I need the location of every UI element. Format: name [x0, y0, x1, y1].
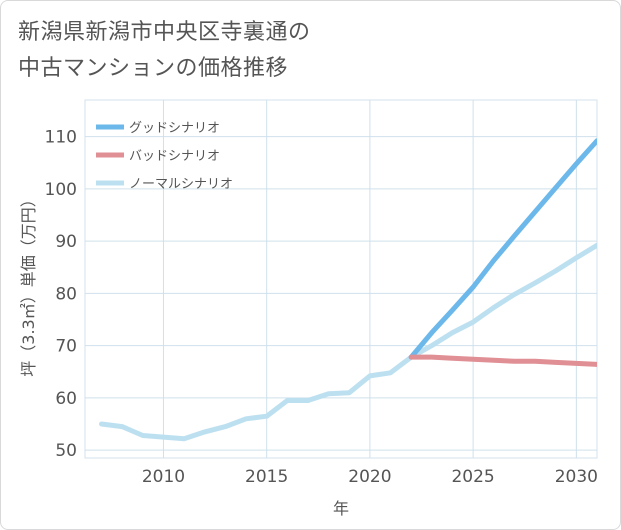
series-line-0 — [408, 138, 597, 360]
x-tick-label: 2015 — [245, 467, 288, 487]
x-tick-label: 2030 — [555, 467, 598, 487]
x-tick-label: 2010 — [142, 467, 185, 487]
chart-title: 新潟県新潟市中央区寺裏通の 中古マンションの価格推移 — [18, 15, 311, 87]
y-tick-label: 100 — [45, 180, 77, 200]
y-axis-label: 坪（3.3㎡）単価（万円） — [19, 191, 38, 376]
y-tick-label: 50 — [55, 441, 77, 461]
x-tick-label: 2020 — [348, 467, 391, 487]
y-tick-label: 70 — [55, 337, 77, 357]
series-line-2 — [99, 242, 597, 442]
y-tick-label: 60 — [55, 389, 77, 409]
title-line-2: 中古マンションの価格推移 — [18, 56, 289, 81]
series-line-1 — [408, 354, 597, 367]
legend-label: グッドシナリオ — [129, 121, 220, 136]
x-tick-label: 2025 — [451, 467, 494, 487]
title-line-1: 新潟県新潟市中央区寺裏通の — [18, 20, 311, 45]
x-axis-label: 年 — [333, 499, 349, 518]
y-tick-label: 80 — [55, 284, 77, 304]
y-tick-label: 110 — [45, 128, 77, 148]
y-tick-label: 90 — [55, 232, 77, 252]
legend-label: バッドシナリオ — [129, 149, 220, 164]
legend-label: ノーマルシナリオ — [129, 177, 233, 192]
